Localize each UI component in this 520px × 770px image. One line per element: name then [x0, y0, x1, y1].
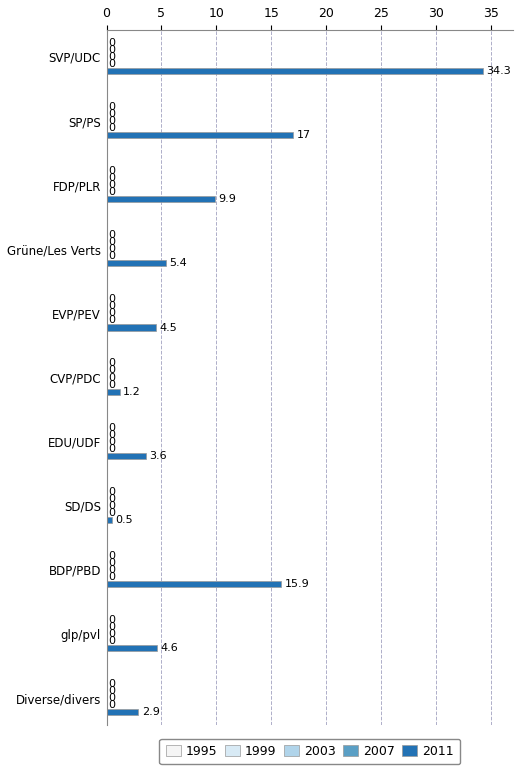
Text: 0: 0 [108, 551, 115, 561]
Text: 0: 0 [108, 366, 115, 376]
Text: 0: 0 [108, 59, 115, 69]
Text: 0: 0 [108, 309, 115, 319]
Bar [107, 517, 112, 523]
Text: 0: 0 [108, 38, 115, 48]
Text: 0: 0 [108, 693, 115, 703]
Text: 0: 0 [108, 52, 115, 62]
Text: 0: 0 [108, 437, 115, 447]
Text: 5.4: 5.4 [169, 259, 187, 269]
Text: 0: 0 [108, 557, 115, 567]
Bar [107, 453, 146, 459]
Text: 4.6: 4.6 [160, 643, 178, 653]
Text: 34.3: 34.3 [487, 66, 512, 76]
Bar [107, 324, 156, 330]
Text: 0: 0 [108, 294, 115, 304]
Bar [107, 68, 484, 74]
Text: 0: 0 [108, 166, 115, 176]
Text: 15.9: 15.9 [284, 579, 309, 589]
Text: 3.6: 3.6 [149, 450, 167, 460]
Text: 0: 0 [108, 572, 115, 582]
Text: 0: 0 [108, 123, 115, 133]
Text: 0: 0 [108, 622, 115, 632]
Text: 0: 0 [108, 373, 115, 383]
Text: 0: 0 [108, 679, 115, 689]
Text: 0: 0 [108, 244, 115, 254]
Text: 17: 17 [296, 130, 311, 140]
Text: 4.5: 4.5 [159, 323, 177, 333]
Text: 0: 0 [108, 629, 115, 639]
Text: 0: 0 [108, 500, 115, 511]
Text: 0.5: 0.5 [115, 515, 133, 525]
Text: 1.2: 1.2 [123, 387, 141, 397]
Bar [107, 132, 293, 139]
Text: 0: 0 [108, 316, 115, 326]
Bar [107, 260, 166, 266]
Text: 0: 0 [108, 494, 115, 504]
Text: 0: 0 [108, 508, 115, 517]
Legend: 1995, 1999, 2003, 2007, 2011: 1995, 1999, 2003, 2007, 2011 [159, 738, 460, 764]
Bar [107, 581, 281, 587]
Text: 0: 0 [108, 45, 115, 55]
Text: 0: 0 [108, 358, 115, 368]
Text: 0: 0 [108, 380, 115, 390]
Text: 0: 0 [108, 180, 115, 190]
Text: 0: 0 [108, 109, 115, 119]
Text: 0: 0 [108, 430, 115, 440]
Text: 9.9: 9.9 [218, 194, 237, 204]
Text: 0: 0 [108, 237, 115, 247]
Text: 0: 0 [108, 686, 115, 696]
Text: 0: 0 [108, 173, 115, 183]
Text: 0: 0 [108, 565, 115, 575]
Text: 0: 0 [108, 444, 115, 454]
Text: 0: 0 [108, 700, 115, 710]
Text: 0: 0 [108, 423, 115, 433]
Text: 0: 0 [108, 116, 115, 126]
Bar [107, 196, 215, 203]
Text: 0: 0 [108, 301, 115, 311]
Text: 2.9: 2.9 [141, 707, 160, 717]
Text: 0: 0 [108, 251, 115, 261]
Text: 0: 0 [108, 230, 115, 240]
Text: 0: 0 [108, 636, 115, 646]
Text: 0: 0 [108, 615, 115, 625]
Bar [107, 389, 120, 395]
Bar [107, 709, 138, 715]
Text: 0: 0 [108, 102, 115, 112]
Text: 0: 0 [108, 187, 115, 197]
Bar [107, 645, 157, 651]
Text: 0: 0 [108, 487, 115, 497]
